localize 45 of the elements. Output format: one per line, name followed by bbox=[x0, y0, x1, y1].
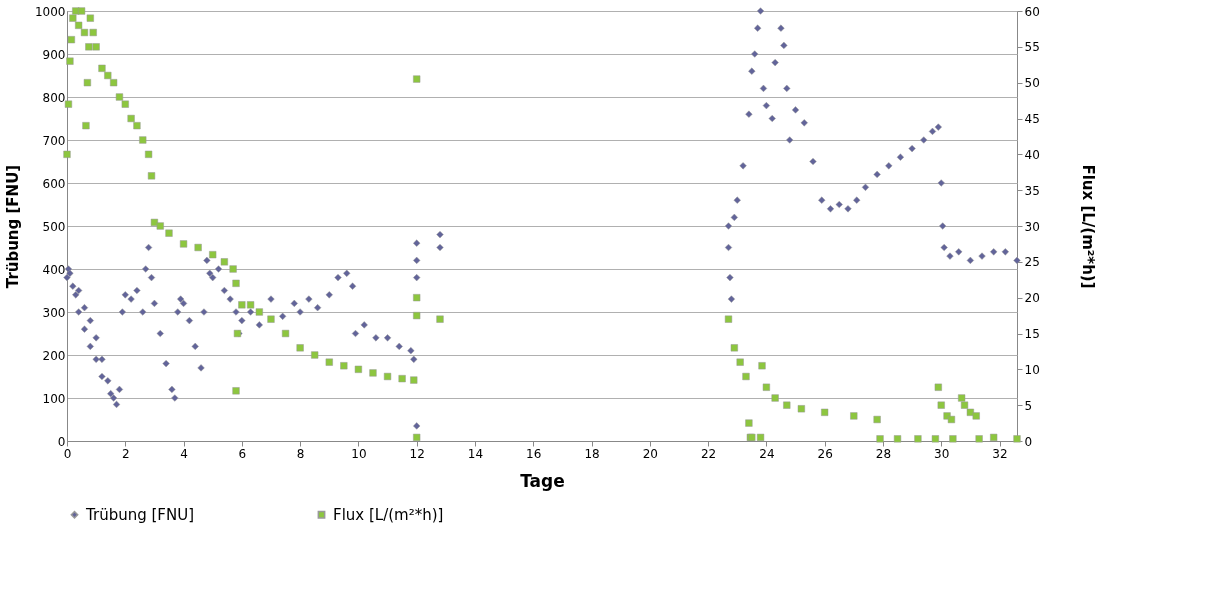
x-tick-label: 24 bbox=[759, 446, 775, 461]
y-tick-label: 100 bbox=[42, 391, 66, 406]
x-tick-label: 18 bbox=[584, 446, 600, 461]
x-axis-title: Tage bbox=[520, 470, 565, 491]
y-tick-label: 1000 bbox=[34, 4, 66, 19]
x-tick-label: 14 bbox=[467, 446, 484, 461]
x-tick-label: 6 bbox=[238, 446, 247, 461]
x-tick-label: 12 bbox=[409, 446, 425, 461]
x-tick-label: 28 bbox=[875, 446, 892, 461]
x-tick-label: 20 bbox=[642, 446, 658, 461]
y2-tick-label: 40 bbox=[1024, 147, 1040, 162]
y2-tick-label: 0 bbox=[1024, 434, 1033, 449]
y2-tick-label: 45 bbox=[1024, 112, 1040, 126]
legend-label: Flux [L/(m²*h)] bbox=[333, 505, 444, 524]
x-tick-label: 2 bbox=[121, 446, 130, 461]
y-tick-label: 300 bbox=[42, 305, 66, 320]
y2-tick-label: 35 bbox=[1024, 183, 1040, 198]
y2-tick-label: 30 bbox=[1024, 219, 1040, 234]
y2-tick-label: 25 bbox=[1024, 255, 1040, 270]
y-tick-label: 700 bbox=[42, 133, 66, 148]
y2-tick-label: 10 bbox=[1024, 362, 1040, 377]
legend-label: Trübung [FNU] bbox=[85, 505, 194, 524]
y2-tick-label: 5 bbox=[1024, 398, 1033, 413]
y-tick-label: 200 bbox=[42, 348, 66, 363]
x-tick-label: 8 bbox=[296, 446, 305, 461]
y-tick-label: 600 bbox=[42, 176, 66, 191]
x-tick-label: 4 bbox=[180, 446, 188, 461]
y-tick-label: 900 bbox=[42, 47, 66, 62]
x-tick-label: 32 bbox=[992, 446, 1008, 461]
y2-tick-label: 60 bbox=[1024, 4, 1040, 19]
y2-tick-label: 50 bbox=[1024, 76, 1040, 91]
x-tick-label: 26 bbox=[817, 446, 833, 461]
y-tick-label: 800 bbox=[42, 90, 66, 105]
x-tick-label: 22 bbox=[700, 446, 717, 461]
x-tick-label: 30 bbox=[934, 446, 950, 461]
y2-tick-label: 20 bbox=[1024, 291, 1040, 306]
y-tick-label: 0 bbox=[57, 434, 66, 449]
y2-tick-label: 55 bbox=[1024, 40, 1040, 55]
y2-axis-title: Flux [L/(m²*h)] bbox=[1078, 164, 1097, 289]
y-tick-label: 400 bbox=[42, 262, 66, 277]
x-tick-label: 10 bbox=[351, 446, 367, 461]
y-tick-label: 500 bbox=[42, 219, 66, 234]
y-axis-title: Trübung [FNU] bbox=[3, 164, 22, 289]
y2-tick-label: 15 bbox=[1024, 327, 1040, 341]
x-tick-label: 16 bbox=[526, 446, 542, 461]
